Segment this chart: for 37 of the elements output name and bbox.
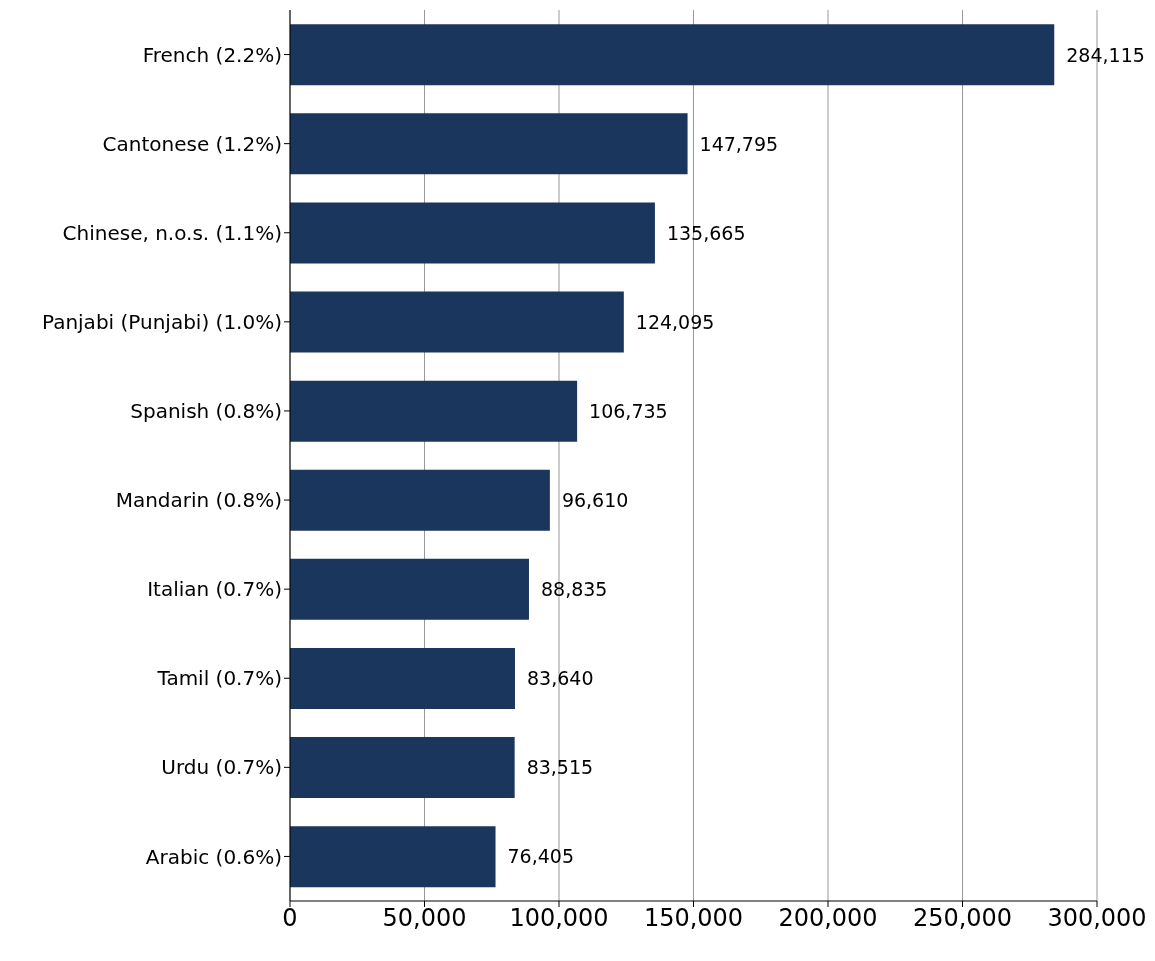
- bar: [290, 469, 550, 531]
- bar: [290, 558, 529, 620]
- bar: [290, 737, 515, 799]
- x-tick-label: 300,000: [1047, 904, 1147, 933]
- y-tick-label: Chinese, n.o.s. (1.1%): [62, 220, 282, 245]
- x-tick-label: 50,000: [382, 904, 467, 933]
- y-tick-label: Urdu (0.7%): [161, 755, 282, 780]
- bar: [290, 113, 688, 175]
- bar: [290, 202, 655, 264]
- data-label: 83,515: [526, 756, 594, 779]
- y-tick-label: Arabic (0.6%): [145, 844, 282, 869]
- data-label: 83,640: [526, 667, 594, 690]
- data-label: 106,735: [589, 399, 668, 422]
- bar: [290, 24, 1055, 86]
- y-tick-label: Mandarin (0.8%): [115, 488, 282, 513]
- bar: [290, 826, 496, 888]
- x-tick-label: 150,000: [643, 904, 744, 933]
- y-tick-label: Italian (0.7%): [147, 577, 282, 602]
- y-tick-label: Cantonese (1.2%): [102, 131, 282, 156]
- bar: [290, 291, 624, 353]
- data-label: 135,665: [666, 221, 746, 244]
- y-tick-label: Spanish (0.8%): [130, 399, 282, 424]
- x-tick-label: 100,000: [509, 904, 609, 933]
- y-tick-label: French (2.2%): [142, 42, 282, 67]
- data-label: 124,095: [635, 310, 715, 333]
- data-label: 96,610: [561, 489, 629, 511]
- x-tick-label: 0: [282, 904, 298, 933]
- data-label: 88,835: [540, 578, 608, 601]
- y-tick-label: Panjabi (Punjabi) (1.0%): [41, 309, 282, 334]
- x-tick-label: 200,000: [778, 904, 878, 933]
- data-label: 76,405: [507, 845, 575, 868]
- bar: [290, 380, 578, 442]
- y-tick-label: Tamil (0.7%): [156, 666, 282, 691]
- data-label: 147,795: [699, 132, 779, 155]
- data-label: 284,115: [1066, 43, 1145, 66]
- bar: [290, 647, 515, 709]
- x-tick-label: 250,000: [912, 904, 1013, 933]
